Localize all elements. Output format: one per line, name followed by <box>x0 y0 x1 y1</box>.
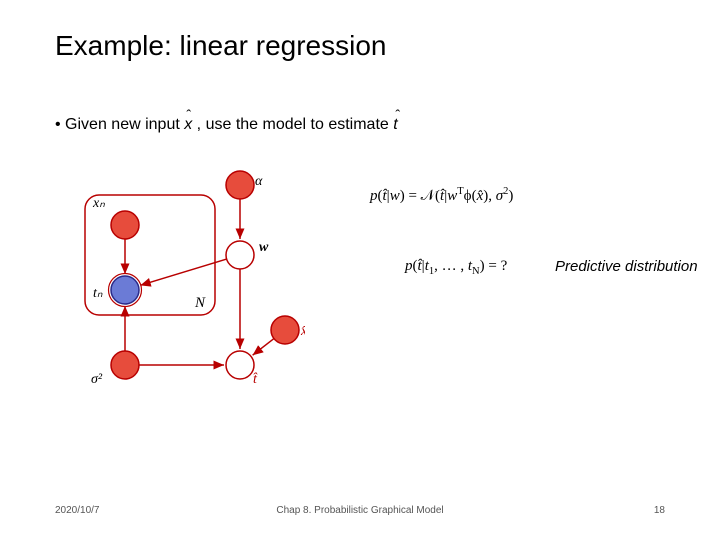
node-label-xn: xₙ <box>92 196 105 211</box>
edges-group <box>125 199 274 365</box>
node-label-that: t̂ <box>253 372 258 387</box>
eq2-p: p <box>405 258 413 274</box>
plate-label: N <box>194 295 206 311</box>
node-xhat <box>271 316 299 344</box>
equation-1: p(t̂|w) = 𝒩(t̂|wTϕ(x̂), σ2) <box>370 186 513 205</box>
node-label-xhat: x̂ <box>300 324 305 339</box>
xhat-symbol: ˆx <box>184 116 192 133</box>
eq1-eq: = <box>405 188 421 204</box>
bullet-mid: , use the model to estimate <box>192 116 393 133</box>
eq2-comma: , … , <box>434 258 468 274</box>
nodes-group: xₙ α w tₙ σ² t̂ x̂ <box>91 171 305 387</box>
node-alpha <box>226 171 254 199</box>
node-tn <box>111 276 139 304</box>
slide-title: Example: linear regression <box>55 30 387 62</box>
node-sigma <box>111 351 139 379</box>
footer-page-number: 18 <box>654 505 665 516</box>
node-label-tn: tₙ <box>93 286 103 301</box>
eq1-close2: ) <box>508 188 513 204</box>
eq2-eq: = ? <box>485 258 508 274</box>
footer-chapter: Chap 8. Probabilistic Graphical Model <box>0 505 720 516</box>
eq1-w: w <box>390 188 400 204</box>
predictive-distribution-label: Predictive distribution <box>555 258 698 275</box>
eq1-wT: w <box>447 188 457 204</box>
node-that <box>226 351 254 379</box>
node-w <box>226 241 254 269</box>
node-label-alpha: α <box>255 174 263 189</box>
eq1-N: 𝒩 <box>421 188 435 204</box>
edge-xhat-that <box>253 339 274 356</box>
eq1-p: p <box>370 188 378 204</box>
bullet-line: • Given new input ˆx , use the model to … <box>55 116 398 134</box>
node-label-w: w <box>259 240 269 255</box>
eq2-subN: N <box>472 266 480 277</box>
node-label-sigma: σ² <box>91 372 103 387</box>
equation-2: p(t̂|t1, … , tN) = ? <box>405 258 507 277</box>
graphical-model-diagram: N xₙ α w tₙ σ² t̂ x̂ <box>55 155 305 415</box>
edge-w-tn <box>140 259 226 285</box>
slide: Example: linear regression • Given new i… <box>0 0 720 540</box>
eq1-comma: , <box>488 188 496 204</box>
that-symbol: ˆt <box>393 116 397 133</box>
eq1-phi: ϕ <box>464 188 472 204</box>
node-xn <box>111 211 139 239</box>
bullet-prefix: • Given new input <box>55 116 184 133</box>
